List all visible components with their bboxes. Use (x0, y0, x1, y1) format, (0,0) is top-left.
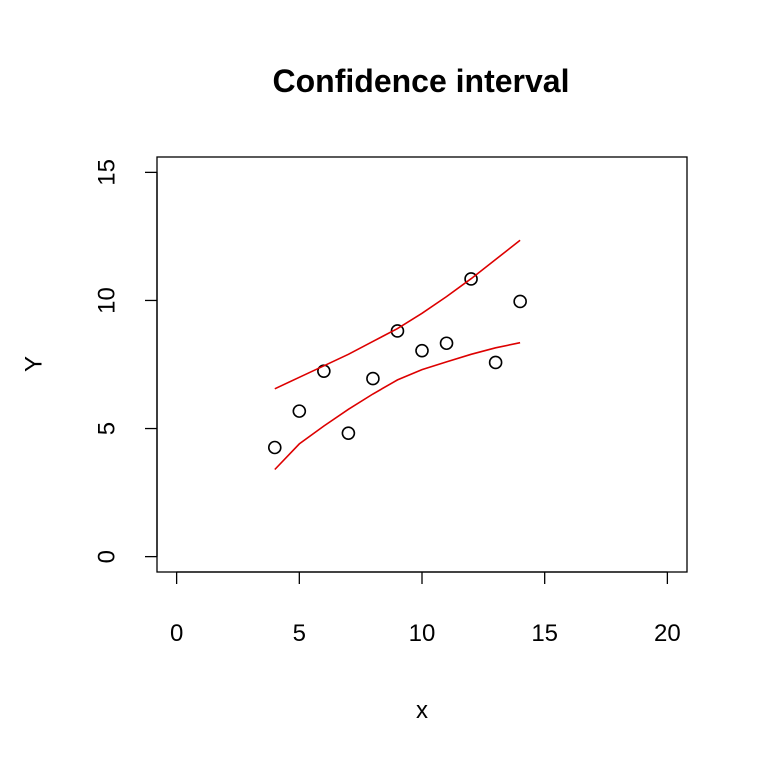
data-point (439, 336, 454, 351)
y-tick-label: 15 (94, 159, 121, 186)
data-point (341, 426, 356, 440)
confidence-band-line (274, 239, 521, 390)
data-point (415, 343, 429, 358)
data-point (267, 440, 282, 455)
data-point (366, 371, 380, 386)
data-point (464, 272, 478, 286)
x-tick-label: 10 (409, 620, 436, 647)
x-tick-label: 20 (654, 620, 681, 647)
confidence-band-line (274, 341, 521, 471)
y-axis-label: Y (21, 356, 48, 372)
chart-title: Confidence interval (273, 63, 570, 99)
data-point (488, 355, 503, 370)
x-tick-label: 5 (293, 620, 306, 647)
y-tick-label: 0 (94, 550, 121, 563)
x-tick-label: 15 (531, 620, 558, 647)
y-tick-label: 10 (94, 287, 121, 314)
plot-frame (156, 156, 688, 573)
data-point (292, 404, 307, 418)
x-axis-label: x (416, 697, 428, 724)
x-axis: 0 5 10 15 20 (170, 571, 681, 647)
series-layer (267, 239, 527, 471)
x-tick-label: 0 (170, 620, 183, 647)
data-point (513, 294, 527, 309)
y-axis: 0 5 10 15 (94, 159, 158, 563)
y-tick-label: 5 (94, 422, 121, 435)
